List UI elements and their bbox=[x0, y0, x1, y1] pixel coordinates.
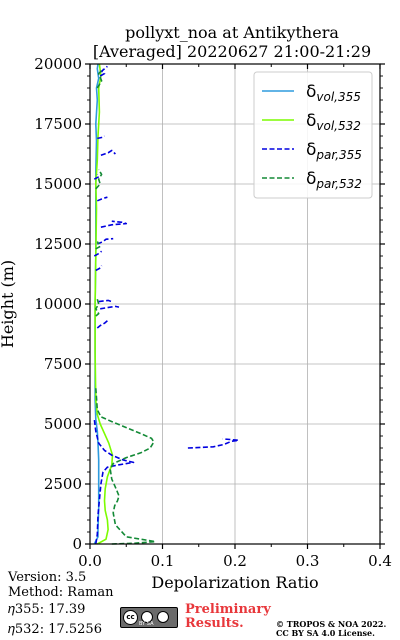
series-line-segment bbox=[96, 68, 104, 89]
legend-item: δpar,355 bbox=[262, 140, 362, 162]
preliminary-line2: Results. bbox=[185, 616, 244, 631]
y-tick-label: 20000 bbox=[34, 55, 82, 73]
x-tick-label: 0.4 bbox=[368, 552, 392, 570]
copyright-notice: © TROPOS & NOA 2022. CC BY SA 4.0 Licens… bbox=[276, 620, 386, 638]
series-line-segment bbox=[100, 220, 128, 228]
series-line-segment bbox=[100, 149, 116, 156]
series-line-segment bbox=[98, 299, 113, 303]
x-tick-label: 0.0 bbox=[78, 552, 102, 570]
chart-title: pollyxt_noa at Antikythera bbox=[125, 23, 339, 42]
series-line-segment bbox=[96, 196, 108, 202]
series-line-segment bbox=[100, 305, 120, 310]
legend-label: δpar,355 bbox=[306, 140, 362, 162]
x-tick-label: 0.1 bbox=[151, 552, 175, 570]
series-line-segment bbox=[95, 298, 100, 317]
series-line-segment bbox=[93, 173, 100, 180]
series-line bbox=[95, 387, 157, 545]
eta532-text: 𝜂532: 17.5256 bbox=[8, 622, 102, 637]
y-tick-label: 2500 bbox=[44, 475, 82, 493]
x-tick-label: 0.2 bbox=[223, 552, 247, 570]
series-line-segment bbox=[99, 65, 108, 77]
series-line-segment bbox=[96, 237, 114, 245]
series-line-segment bbox=[96, 320, 108, 329]
legend-label: δvol,355 bbox=[306, 82, 361, 104]
y-tick-label: 10000 bbox=[34, 295, 82, 313]
series-line bbox=[94, 63, 114, 545]
series-line-segment bbox=[95, 241, 101, 250]
method-text: Method: Raman bbox=[8, 585, 114, 600]
legend-item: δvol,532 bbox=[262, 111, 361, 133]
license-badge-text: BY SA bbox=[139, 621, 154, 627]
version-text: Version: 3.5 bbox=[8, 570, 87, 585]
series-line-segment bbox=[187, 438, 240, 449]
y-tick-label: 0 bbox=[72, 535, 82, 553]
series-line-segment bbox=[95, 265, 103, 272]
copyright-line1: © TROPOS & NOA 2022. bbox=[276, 619, 387, 629]
series-line-segment bbox=[97, 135, 105, 140]
preliminary-line1: Preliminary bbox=[185, 602, 271, 617]
y-tick-label: 7500 bbox=[44, 355, 82, 373]
series-line-segment bbox=[95, 169, 103, 190]
series-line bbox=[93, 419, 135, 545]
y-tick-label: 17500 bbox=[34, 115, 82, 133]
legend-item: δvol,355 bbox=[262, 82, 361, 104]
y-tick-label: 12500 bbox=[34, 235, 82, 253]
legend-box bbox=[253, 71, 373, 199]
chart-subtitle: [Averaged] 20220627 21:00-21:29 bbox=[92, 42, 372, 61]
legend: δvol,355 δvol,532 δpar,355 δpar,532 bbox=[253, 71, 373, 199]
y-tick-label: 15000 bbox=[34, 175, 82, 193]
legend-label: δvol,532 bbox=[306, 111, 361, 133]
series-2 bbox=[94, 63, 114, 545]
legend-label: δpar,532 bbox=[306, 169, 362, 191]
preliminary-notice: Preliminary Results. bbox=[185, 603, 271, 631]
series-3 bbox=[93, 65, 240, 545]
y-tick-label: 5000 bbox=[44, 415, 82, 433]
cc-by-sa-icon: cc BY SA bbox=[120, 607, 178, 628]
y-axis-label: Height (m) bbox=[0, 260, 17, 348]
legend-item: δpar,532 bbox=[262, 169, 362, 191]
x-tick-label: 0.3 bbox=[296, 552, 320, 570]
x-axis-label: Depolarization Ratio bbox=[151, 573, 318, 592]
series-line-segment bbox=[93, 250, 103, 257]
copyright-line2: CC BY SA 4.0 License. bbox=[276, 628, 375, 638]
series-4 bbox=[95, 68, 157, 545]
eta355-text: 𝜂355: 17.39 bbox=[8, 602, 86, 617]
